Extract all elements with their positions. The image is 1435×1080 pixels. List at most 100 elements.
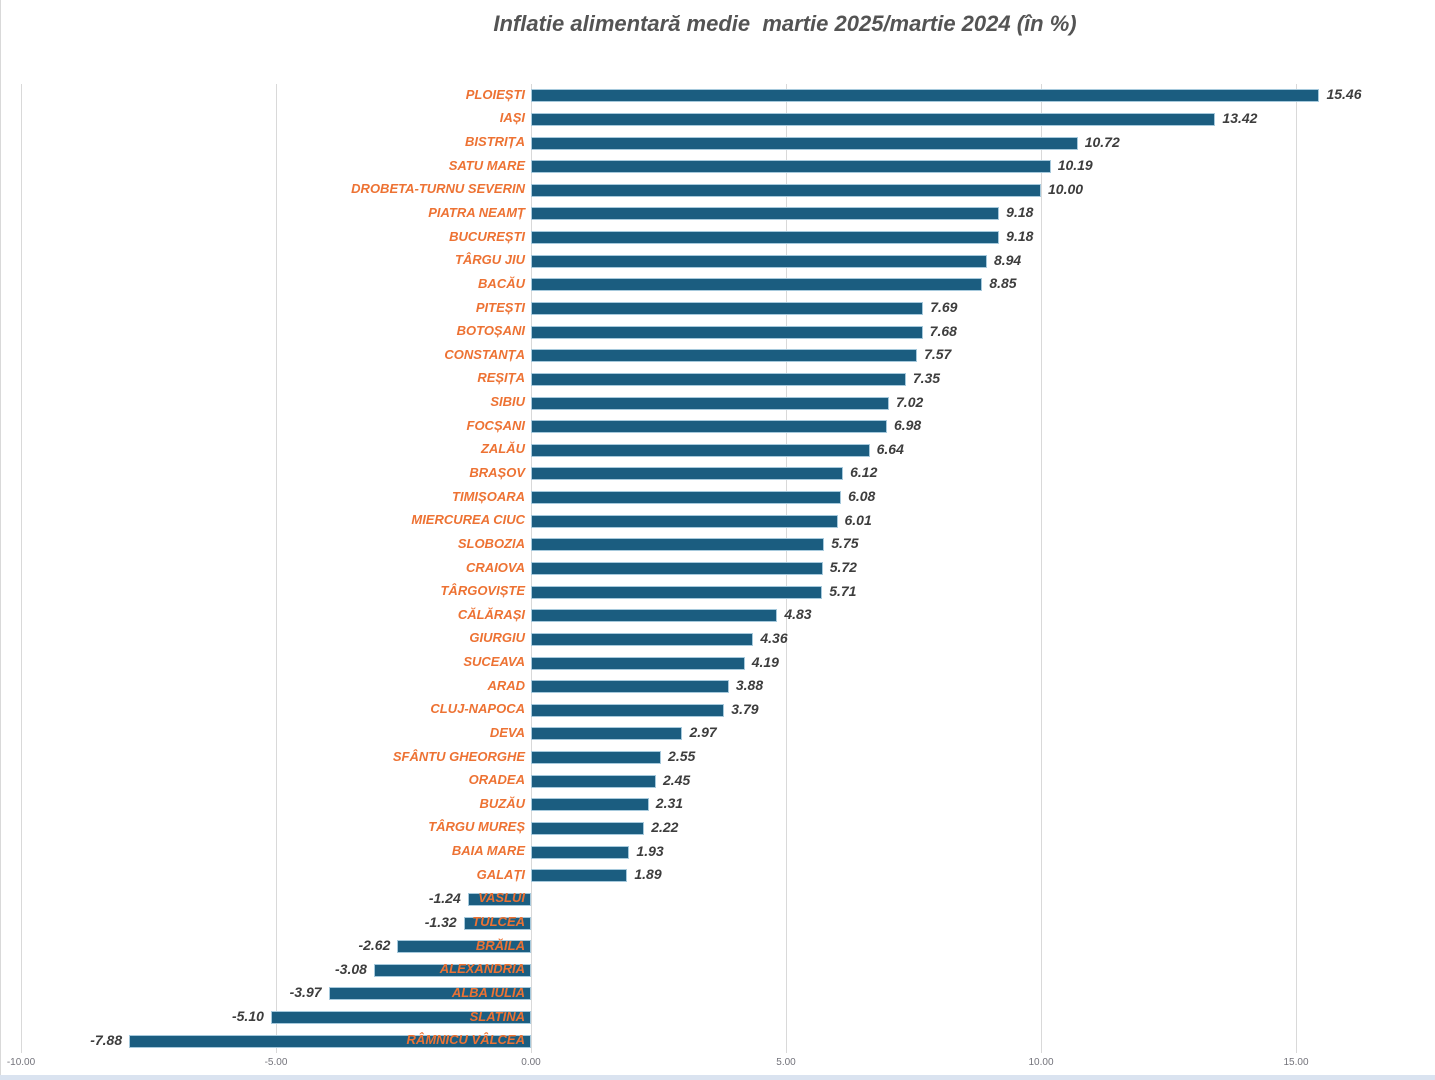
- category-label: GALAȚI: [476, 866, 525, 882]
- bar: [531, 774, 656, 788]
- category-label: BUZĂU: [479, 795, 526, 811]
- value-label: -2.62: [358, 937, 391, 954]
- bottom-strip: [0, 1075, 1435, 1080]
- value-label: 2.22: [651, 818, 679, 835]
- category-label: REȘIȚA: [477, 370, 525, 386]
- bar: [531, 491, 842, 505]
- bar: [531, 727, 683, 741]
- bar: [531, 420, 887, 434]
- value-label: 6.08: [848, 488, 876, 505]
- value-label: -1.32: [424, 913, 457, 930]
- bar: [463, 916, 531, 930]
- value-label: 4.36: [760, 629, 788, 646]
- value-label: 8.85: [989, 275, 1017, 292]
- value-label: 6.64: [876, 440, 904, 457]
- category-label: BRAȘOV: [469, 464, 525, 480]
- value-label: 2.55: [668, 748, 696, 765]
- category-label: IAȘI: [499, 110, 525, 126]
- category-label: SIBIU: [490, 394, 525, 410]
- category-label: ZALĂU: [480, 441, 525, 457]
- value-label: 2.45: [662, 771, 691, 788]
- bar: [531, 349, 918, 363]
- value-label: 1.93: [636, 842, 664, 859]
- category-label: CRAIOVA: [466, 559, 525, 575]
- bar: [328, 987, 531, 1001]
- category-label: ALEXANDRIA: [439, 961, 525, 977]
- bar: [531, 632, 754, 646]
- x-tick-label: -5.00: [264, 1057, 288, 1068]
- bar: [531, 112, 1216, 126]
- value-label: 2.31: [655, 795, 684, 812]
- category-label: FOCȘANI: [466, 417, 526, 433]
- value-label: 7.57: [924, 346, 952, 363]
- category-label: DEVA: [489, 724, 525, 740]
- value-label: -1.24: [428, 889, 461, 906]
- category-label: PITEȘTI: [475, 299, 525, 315]
- value-label: 7.68: [929, 322, 957, 339]
- bar: [531, 656, 745, 670]
- gridline: [21, 84, 22, 1053]
- value-label: 3.88: [735, 677, 764, 694]
- category-label: SFÂNTU GHEORGHE: [392, 748, 525, 764]
- bar: [531, 254, 987, 268]
- bar: [531, 231, 1000, 245]
- category-label: BACĂU: [478, 275, 525, 291]
- category-label: GIURGIU: [469, 630, 525, 646]
- category-label: SUCEAVA: [463, 654, 525, 670]
- category-label: TÂRGU MUREȘ: [428, 819, 525, 835]
- category-label: RÂMNICU VÂLCEA: [406, 1032, 525, 1048]
- gridline: [1296, 84, 1297, 1053]
- value-label: 9.18: [1006, 228, 1034, 245]
- value-label: 13.42: [1222, 109, 1258, 126]
- category-label: CLUJ-NAPOCA: [430, 701, 525, 717]
- category-label: MIERCUREA CIUC: [411, 512, 525, 528]
- value-label: 6.98: [893, 417, 922, 434]
- value-label: 10.72: [1084, 133, 1120, 150]
- value-label: 6.12: [850, 464, 878, 481]
- x-tick-label: 10.00: [1028, 1057, 1054, 1068]
- value-label: 15.46: [1326, 86, 1362, 103]
- bar: [531, 562, 823, 575]
- bar: [531, 703, 725, 717]
- value-label: -5.10: [231, 1008, 264, 1025]
- category-label: TÂRGOVIȘTE: [440, 583, 525, 599]
- category-label: BOTOȘANI: [456, 323, 525, 339]
- bar: [531, 396, 890, 410]
- bar: [531, 325, 923, 339]
- bar: [531, 89, 1320, 103]
- bar: [129, 1034, 531, 1048]
- value-label: 9.18: [1006, 204, 1034, 221]
- category-label: TULCEA: [472, 914, 525, 929]
- category-label: SATU MARE: [448, 157, 525, 173]
- category-label: PLOIEȘTI: [465, 86, 525, 102]
- bar: [531, 443, 870, 457]
- x-tick-label: 5.00: [776, 1057, 796, 1068]
- value-label: 5.71: [829, 582, 857, 599]
- value-label: -7.88: [90, 1031, 123, 1048]
- bar: [531, 751, 662, 765]
- bar: [531, 869, 628, 883]
- category-label: ORADEA: [468, 772, 525, 788]
- category-label: ARAD: [487, 677, 525, 693]
- bar: [531, 680, 729, 694]
- bar: [531, 136, 1078, 150]
- category-label: BAIA MARE: [451, 843, 525, 859]
- bar: [531, 467, 844, 481]
- value-label: 10.00: [1048, 180, 1084, 197]
- bar: [531, 160, 1051, 174]
- category-label: BISTRIȚA: [465, 134, 525, 150]
- bar: [531, 585, 823, 599]
- value-label: 7.35: [912, 369, 941, 386]
- bar: [270, 1011, 531, 1025]
- bar: [531, 278, 983, 292]
- value-label: 6.01: [844, 511, 872, 528]
- category-label: PIATRA NEAMȚ: [428, 204, 525, 220]
- value-label: 8.94: [993, 251, 1022, 268]
- value-label: 7.69: [930, 299, 958, 316]
- value-label: 3.79: [731, 700, 759, 717]
- category-label: BUCUREȘTI: [449, 228, 525, 244]
- bar: [467, 892, 531, 906]
- bar: [531, 372, 906, 386]
